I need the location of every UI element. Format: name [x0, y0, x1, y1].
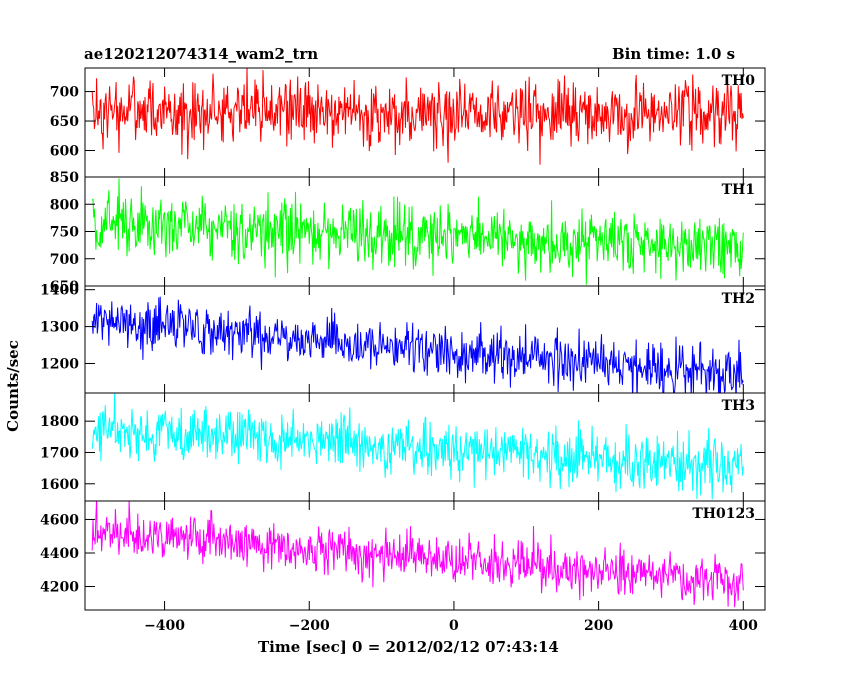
series-th1	[91, 178, 744, 285]
y-tick-label: 4600	[40, 512, 79, 528]
x-tick-label: 0	[449, 618, 459, 634]
chart-title: ae120212074314_wam2_trn	[84, 45, 319, 63]
series-th0	[91, 68, 744, 165]
y-tick-label: 700	[50, 85, 79, 101]
x-tick-label: 200	[584, 618, 613, 634]
y-tick-label: 1400	[40, 283, 79, 299]
y-tick-label: 1700	[40, 445, 79, 461]
panel-label-th2: TH2	[722, 291, 755, 307]
y-tick-label: 1300	[40, 320, 79, 336]
y-tick-label: 800	[50, 197, 79, 213]
y-tick-label: 750	[50, 225, 79, 241]
y-tick-label: 600	[50, 143, 79, 159]
y-tick-label: 700	[50, 252, 79, 268]
panel-frame-th0123	[84, 500, 766, 611]
series-th2	[91, 296, 744, 393]
x-tick-label: 400	[729, 618, 758, 634]
series-th0123	[91, 501, 744, 608]
y-tick-label: 850	[50, 170, 79, 186]
y-tick-label: 4400	[40, 546, 79, 562]
y-axis-label-wrap: Counts/sec	[4, 294, 22, 432]
x-tick-label: −200	[289, 618, 330, 634]
panel-label-th0123: TH0123	[692, 506, 755, 522]
y-tick-label: 1200	[40, 356, 79, 372]
y-tick-label: 1600	[40, 477, 79, 493]
panel-label-th0: TH0	[722, 73, 756, 89]
x-tick-label: −400	[144, 618, 185, 634]
y-tick-label: 650	[50, 279, 79, 295]
panel-label-th1: TH1	[722, 182, 755, 198]
bin-time-label: Bin time: 1.0 s	[612, 45, 736, 63]
x-axis-label: Time [sec] 0 = 2012/02/12 07:43:14	[258, 638, 559, 656]
y-tick-label: 4200	[40, 580, 79, 596]
y-axis-label: Counts/sec	[4, 340, 22, 432]
panel-label-th3: TH3	[722, 398, 755, 414]
series-th3	[91, 393, 744, 500]
y-tick-label: 650	[50, 114, 79, 130]
y-tick-label: 1800	[40, 414, 79, 430]
